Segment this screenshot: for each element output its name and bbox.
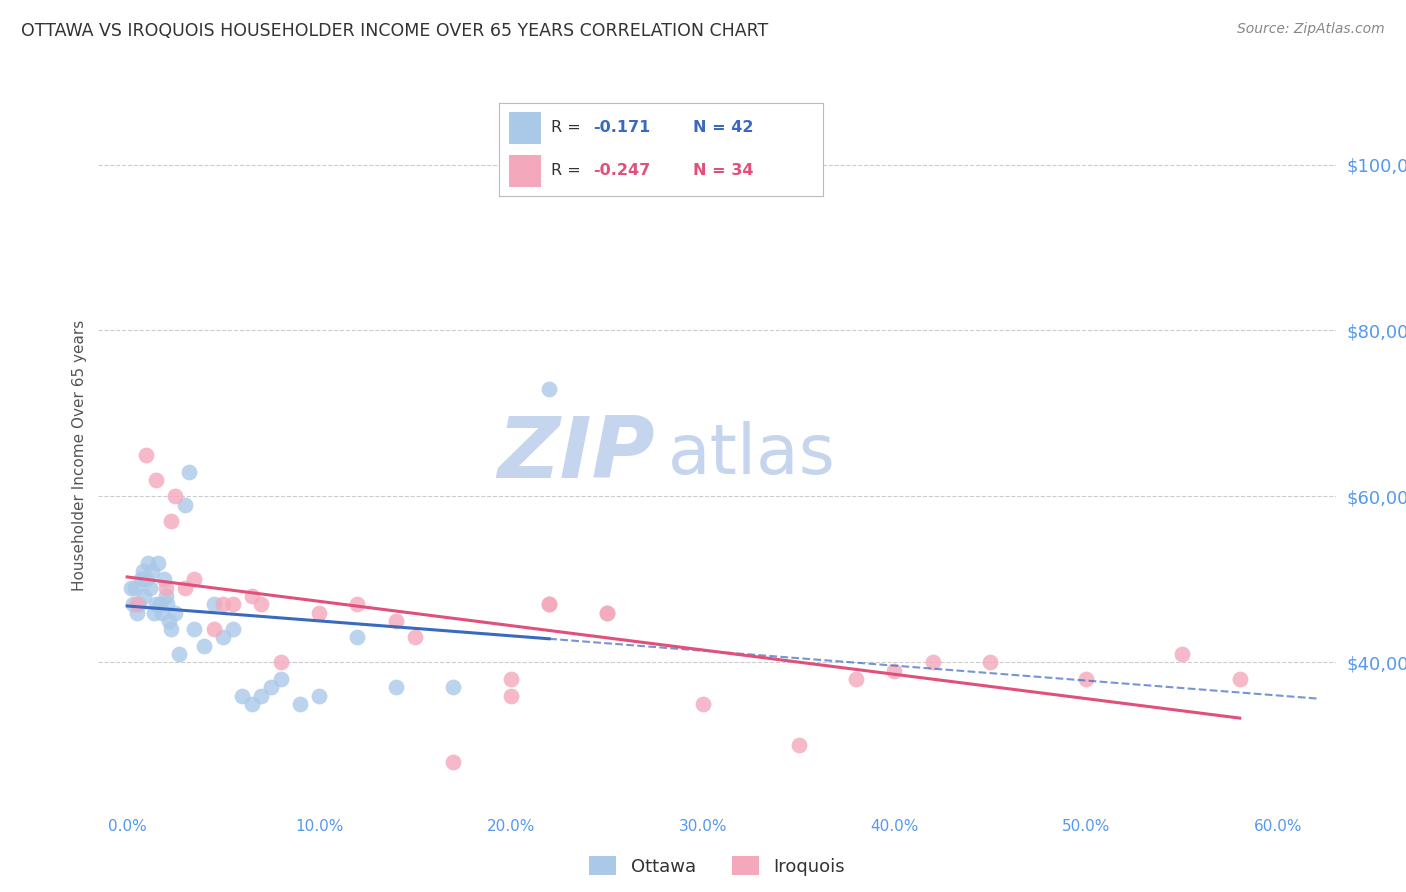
- Point: [129, 573, 152, 587]
- Y-axis label: Householder Income Over 65 years: Householder Income Over 65 years: [72, 319, 87, 591]
- Legend: Ottawa, Iroquois: Ottawa, Iroquois: [581, 847, 853, 885]
- Point: [787, 739, 810, 753]
- Point: [441, 755, 464, 769]
- Point: [120, 581, 142, 595]
- Point: [538, 382, 561, 396]
- Point: [193, 639, 215, 653]
- Point: [270, 656, 292, 670]
- Text: -0.171: -0.171: [593, 120, 650, 136]
- Point: [146, 556, 169, 570]
- Point: [145, 473, 167, 487]
- Bar: [509, 155, 541, 187]
- Text: atlas: atlas: [668, 421, 835, 489]
- Point: [173, 498, 195, 512]
- Point: [157, 614, 180, 628]
- Point: [165, 490, 187, 504]
- Point: [135, 573, 157, 587]
- Point: [177, 465, 200, 479]
- Point: [122, 597, 145, 611]
- Point: [499, 689, 522, 703]
- Point: [145, 597, 167, 611]
- Point: [167, 647, 190, 661]
- Point: [141, 564, 163, 578]
- Point: [143, 606, 166, 620]
- Point: [135, 448, 157, 462]
- Point: [979, 656, 1001, 670]
- Point: [921, 656, 943, 670]
- Point: [165, 606, 187, 620]
- Point: [240, 589, 263, 603]
- Point: [260, 680, 283, 694]
- Point: [125, 597, 148, 611]
- Point: [692, 697, 714, 711]
- Point: [1229, 672, 1251, 686]
- Text: R =: R =: [551, 120, 581, 136]
- Point: [308, 606, 330, 620]
- Point: [346, 597, 368, 611]
- Text: N = 42: N = 42: [693, 120, 754, 136]
- Point: [250, 597, 273, 611]
- Point: [160, 514, 183, 528]
- Text: R =: R =: [551, 163, 581, 178]
- Point: [231, 689, 253, 703]
- Point: [128, 597, 150, 611]
- Point: [139, 581, 162, 595]
- Point: [240, 697, 263, 711]
- Point: [173, 581, 195, 595]
- Point: [596, 606, 619, 620]
- Point: [155, 581, 177, 595]
- Point: [149, 597, 172, 611]
- Point: [131, 564, 153, 578]
- Point: [538, 597, 561, 611]
- Point: [160, 622, 183, 636]
- Point: [222, 622, 245, 636]
- Point: [441, 680, 464, 694]
- Point: [346, 631, 368, 645]
- Point: [384, 614, 406, 628]
- Point: [222, 597, 245, 611]
- Point: [883, 664, 905, 678]
- Point: [845, 672, 868, 686]
- Point: [124, 581, 146, 595]
- Point: [270, 672, 292, 686]
- Text: ZIP: ZIP: [498, 413, 655, 497]
- Point: [150, 606, 173, 620]
- Point: [156, 597, 179, 611]
- Point: [538, 597, 561, 611]
- Point: [384, 680, 406, 694]
- Point: [125, 606, 148, 620]
- Point: [152, 573, 174, 587]
- Point: [499, 672, 522, 686]
- Point: [250, 689, 273, 703]
- Point: [212, 631, 235, 645]
- Text: N = 34: N = 34: [693, 163, 754, 178]
- Text: -0.247: -0.247: [593, 163, 650, 178]
- Point: [155, 589, 177, 603]
- Point: [1171, 647, 1194, 661]
- Point: [202, 597, 225, 611]
- Point: [308, 689, 330, 703]
- Point: [212, 597, 235, 611]
- Text: OTTAWA VS IROQUOIS HOUSEHOLDER INCOME OVER 65 YEARS CORRELATION CHART: OTTAWA VS IROQUOIS HOUSEHOLDER INCOME OV…: [21, 22, 768, 40]
- Point: [134, 589, 156, 603]
- Point: [596, 606, 619, 620]
- Text: Source: ZipAtlas.com: Source: ZipAtlas.com: [1237, 22, 1385, 37]
- Bar: [509, 112, 541, 144]
- Point: [183, 573, 205, 587]
- Point: [183, 622, 205, 636]
- Point: [1076, 672, 1098, 686]
- Point: [136, 556, 159, 570]
- Point: [202, 622, 225, 636]
- Point: [404, 631, 426, 645]
- Point: [288, 697, 311, 711]
